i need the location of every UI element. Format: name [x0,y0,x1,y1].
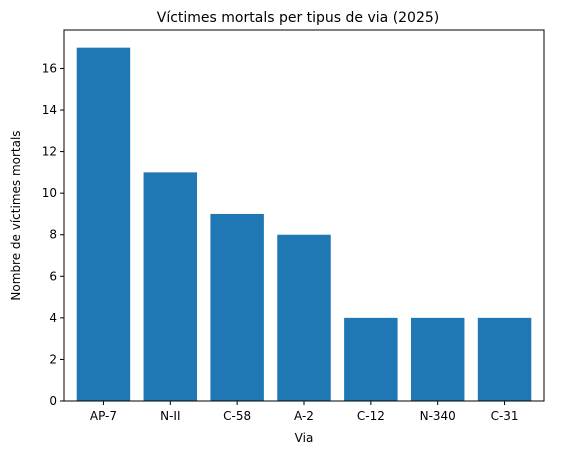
y-tick-label: 4 [49,311,57,325]
x-ticks-group: AP-7 N-II C-58 A-2 C-12 N-340 C-31 [90,401,519,423]
y-tick-label: 10 [42,186,57,200]
y-tick-label: 14 [42,103,57,117]
chart-title: Víctimes mortals per tipus de via (2025) [157,10,440,26]
bar-n-ii [143,172,198,401]
x-tick-label: A-2 [294,409,314,423]
bar-c-58 [210,213,264,401]
bar-ap-7 [76,47,131,402]
y-tick-label: 6 [49,269,57,283]
y-tick-label: 8 [49,228,57,242]
x-tick-label: C-12 [357,409,385,423]
y-tick-label: 16 [42,61,57,75]
x-tick-label: N-II [160,409,180,423]
bar-n-340 [410,317,465,401]
y-tick-label: 12 [42,145,57,159]
plot-frame [63,29,545,402]
x-tick-label: C-58 [223,409,251,423]
x-axis-label: Via [295,431,314,445]
y-tick-label: 0 [49,394,57,408]
x-tick-label: N-340 [420,409,456,423]
y-axis-label: Nombre de víctimes mortals [9,130,23,300]
y-tick-label: 2 [49,352,57,366]
x-tick-label: C-31 [491,409,519,423]
x-tick-label: AP-7 [90,409,117,423]
bar-c-12 [344,317,398,401]
bars-group [76,47,532,402]
bar-a-2 [277,234,331,401]
y-ticks-group: 0 2 4 6 8 10 12 14 16 [42,61,64,408]
bar-c-31 [477,317,532,401]
